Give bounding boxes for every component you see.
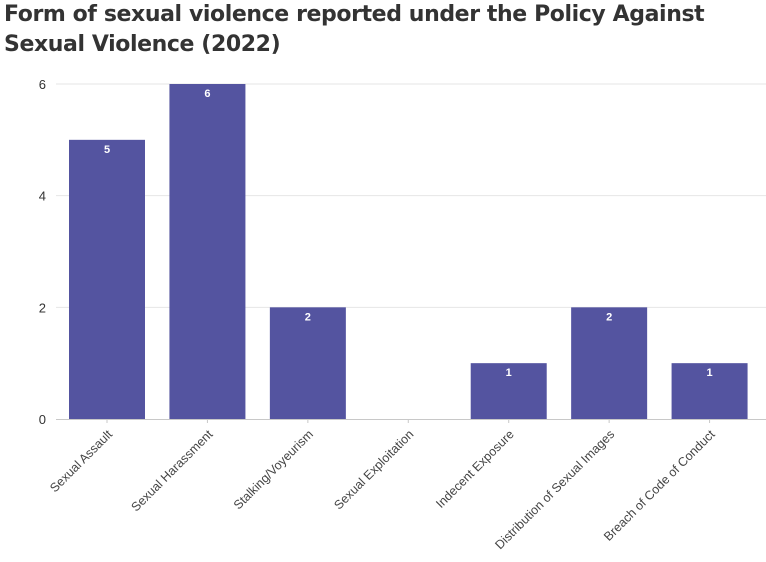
- bar-value-label: 2: [606, 311, 612, 323]
- x-category-label: Sexual Harassment: [129, 427, 216, 514]
- bar: [269, 307, 346, 419]
- bar-value-label: 6: [204, 88, 210, 100]
- x-category-label: Stalking/Voyeurism: [231, 427, 316, 512]
- bar-value-label: 2: [305, 311, 311, 323]
- bar: [470, 363, 547, 419]
- x-category-label: Sexual Exploitation: [331, 427, 416, 512]
- bar: [571, 307, 648, 419]
- x-axis: Sexual Assault Sexual Harassment Stalking/…: [47, 419, 766, 552]
- y-tick-label: 0: [39, 412, 46, 427]
- bar: [69, 139, 145, 420]
- grid-lines: [56, 83, 766, 308]
- chart-title: Form of sexual violence reported under t…: [4, 2, 705, 57]
- bar-value-label: 5: [104, 144, 110, 156]
- y-tick-label: 6: [39, 77, 46, 92]
- y-axis: 0 2 4 6: [39, 77, 46, 427]
- bars: 5 6 2 1 2 1: [69, 84, 748, 420]
- bar: [169, 84, 246, 419]
- y-tick-label: 2: [39, 300, 46, 315]
- bar: [671, 363, 748, 419]
- bar-value-label: 1: [707, 367, 713, 379]
- y-tick-label: 4: [39, 189, 46, 204]
- x-category-label: Distribution of Sexual Images: [492, 427, 617, 552]
- bar-value-label: 1: [506, 367, 512, 379]
- x-category-label: Indecent Exposure: [433, 427, 517, 511]
- x-category-label: Breach of Code of Conduct: [601, 427, 718, 544]
- x-category-label: Sexual Assault: [47, 427, 115, 495]
